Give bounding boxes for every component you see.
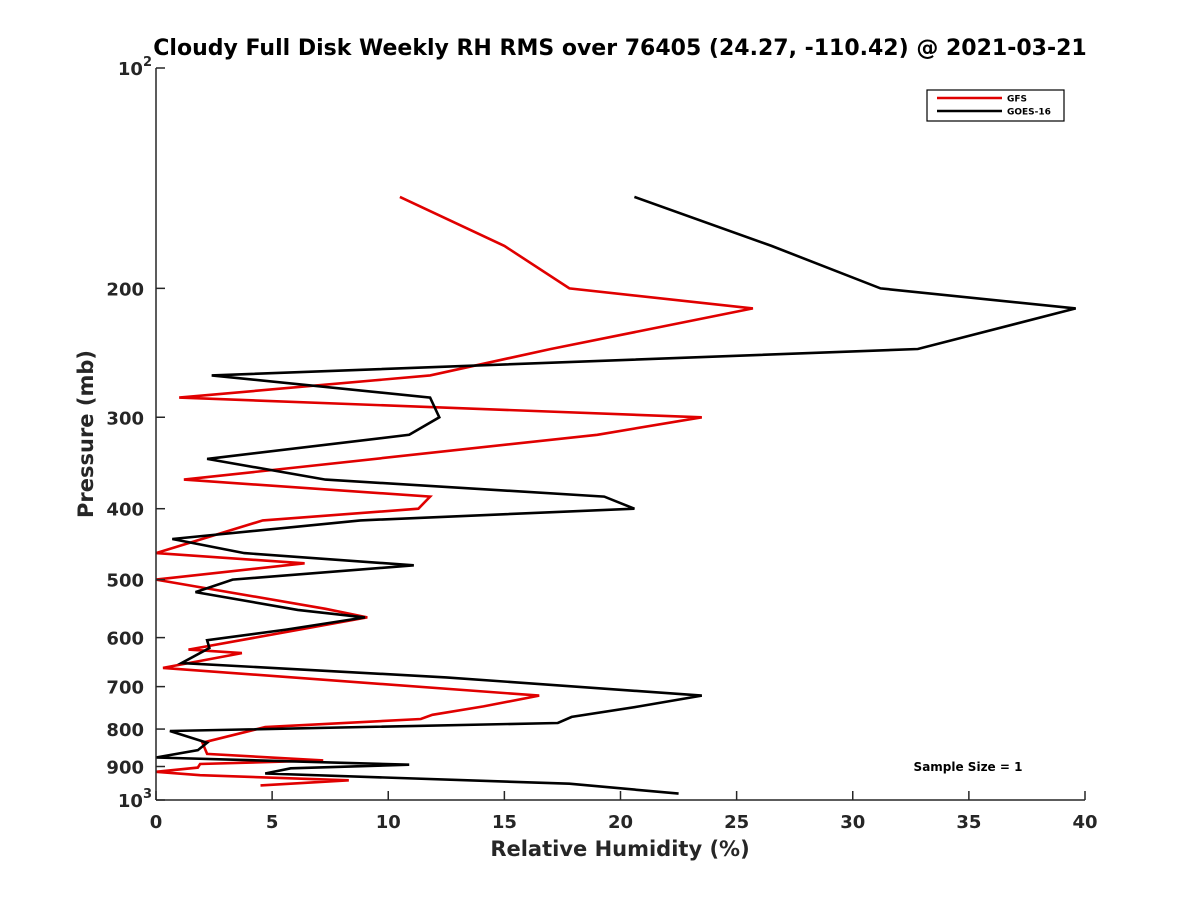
x-tick-label: 10 bbox=[376, 812, 401, 833]
x-tick-label: 15 bbox=[492, 812, 517, 833]
legend: GFS GOES-16 bbox=[926, 89, 1065, 122]
y-axis-label: Pressure (mb) bbox=[74, 350, 98, 518]
y-tick-label: 102 bbox=[118, 55, 152, 80]
x-tick-label: 0 bbox=[150, 812, 163, 833]
y-tick-label: 500 bbox=[106, 571, 144, 592]
y-tick-label: 103 bbox=[118, 787, 152, 812]
legend-box bbox=[926, 89, 1065, 122]
x-tick-label: 20 bbox=[608, 812, 633, 833]
y-tick-label: 300 bbox=[106, 408, 144, 429]
x-axis-label: Relative Humidity (%) bbox=[490, 837, 749, 861]
x-tick-label: 30 bbox=[840, 812, 865, 833]
x-tick-label: 35 bbox=[956, 812, 981, 833]
x-tick-label: 5 bbox=[266, 812, 279, 833]
axes: 0 5 10 15 20 25 30 35 40 102 200 300 400 500 600 700 800… bbox=[106, 55, 1097, 833]
y-tick-label: 400 bbox=[106, 500, 144, 521]
series-line-gfs bbox=[155, 195, 754, 787]
y-tick-label: 200 bbox=[106, 279, 144, 300]
y-tick-label: 700 bbox=[106, 678, 144, 699]
y-tick-label: 900 bbox=[106, 758, 144, 779]
y-tick-label: 800 bbox=[106, 720, 144, 741]
plot-lines bbox=[155, 195, 1077, 795]
sample-size-annotation: Sample Size = 1 bbox=[914, 760, 1023, 774]
x-tick-label: 25 bbox=[724, 812, 749, 833]
chart-title: Cloudy Full Disk Weekly RH RMS over 7640… bbox=[153, 36, 1086, 61]
legend-label-gfs: GFS bbox=[1007, 95, 1027, 105]
legend-label-goes-16: GOES-16 bbox=[1007, 108, 1051, 118]
y-tick-label: 600 bbox=[106, 629, 144, 650]
x-tick-label: 40 bbox=[1072, 812, 1097, 833]
series-line-goes-16 bbox=[155, 195, 1077, 795]
